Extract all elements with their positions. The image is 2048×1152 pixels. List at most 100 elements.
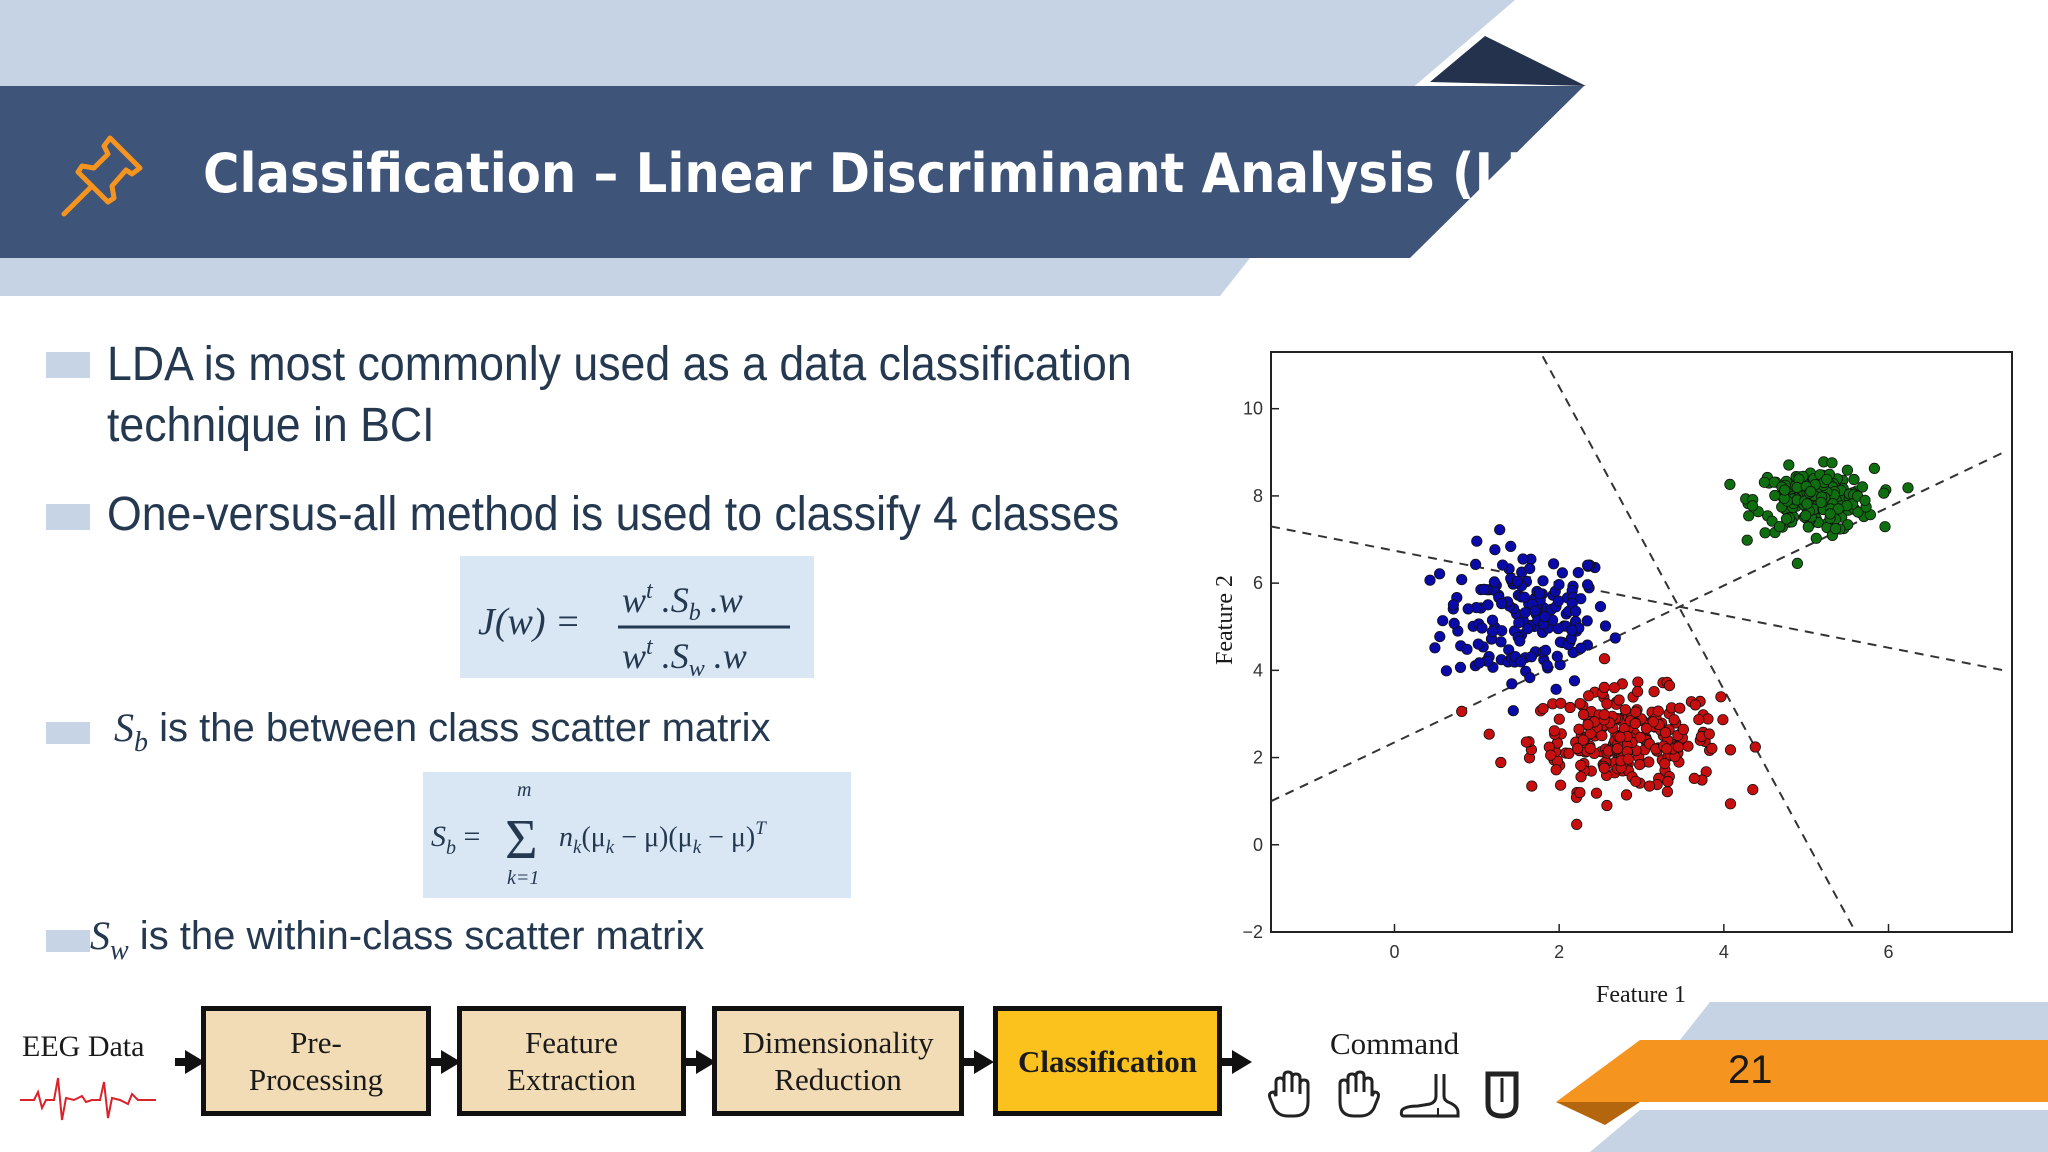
- scatter-point: [1575, 642, 1587, 654]
- scatter-point: [1478, 583, 1490, 595]
- scatter-point: [1613, 694, 1625, 706]
- sw-symbol: S: [90, 913, 110, 958]
- scatter-point: [1505, 540, 1517, 552]
- step-preprocessing: Pre- Processing: [201, 1006, 431, 1116]
- scatter-point: [1747, 783, 1759, 796]
- scatter-point: [1594, 600, 1607, 613]
- scatter-point: [1746, 500, 1759, 512]
- scatter-point: [1566, 624, 1578, 636]
- flow-arrow: [185, 1050, 205, 1074]
- scatter-point: [1547, 558, 1560, 570]
- bullet-1-line-1: LDA is most commonly used as a data clas…: [107, 338, 1132, 391]
- scatter-point: [1832, 503, 1844, 515]
- scatter-point: [1766, 515, 1778, 527]
- scatter-point: [1659, 757, 1671, 770]
- scatter-point: [1868, 462, 1881, 474]
- scatter-point: [1614, 731, 1626, 743]
- scatter-point: [1550, 764, 1562, 776]
- eeg-data-label: EEG Data: [22, 1030, 145, 1063]
- scatter-point: [1520, 736, 1532, 748]
- command-label: Command: [1330, 1026, 1460, 1061]
- scatter-point: [1815, 496, 1827, 508]
- scatter-point: [1643, 756, 1655, 768]
- scatter-point: [1539, 644, 1552, 656]
- scatter-point: [1640, 722, 1652, 734]
- scatter-point: [1643, 780, 1656, 792]
- scatter-point: [1553, 579, 1565, 591]
- scatter-point: [1496, 559, 1509, 571]
- scatter-point: [1608, 682, 1620, 694]
- scatter-point: [1483, 728, 1495, 740]
- scatter-point: [1841, 464, 1854, 476]
- pushpin-icon: [58, 128, 150, 220]
- scatter-point: [1556, 567, 1568, 579]
- scatter-point: [1824, 508, 1836, 520]
- y-tick-label: 8: [1253, 486, 1263, 506]
- scatter-point: [1496, 598, 1508, 610]
- scatter-point: [1582, 719, 1594, 731]
- scatter-point: [1622, 753, 1634, 765]
- scatter-point: [1440, 665, 1452, 677]
- y-axis-label: Feature 2: [1212, 575, 1238, 665]
- scatter-point: [1552, 623, 1564, 635]
- scatter-point: [1537, 702, 1549, 715]
- scatter-point: [1800, 510, 1812, 522]
- scatter-point: [1852, 506, 1864, 518]
- scatter-point: [1759, 527, 1771, 539]
- bullet-2-text: One-versus-all method is used to classif…: [107, 488, 1120, 541]
- scatter-point: [1749, 741, 1761, 753]
- page-number: 21: [1728, 1048, 1773, 1092]
- scatter-point: [1541, 659, 1553, 671]
- lda-scatter-chart: 0 2 4 6 −2 0 2 4 6 8 10 Feature 1 Feature 2: [1212, 351, 2013, 1008]
- scatter-point: [1494, 524, 1506, 536]
- scatter-point: [1496, 625, 1508, 637]
- eeg-wave-icon: [20, 1077, 156, 1121]
- scatter-point: [1568, 675, 1581, 687]
- scatter-point: [1526, 780, 1538, 792]
- scatter-point: [1780, 513, 1793, 525]
- scatter-point: [1495, 756, 1507, 769]
- scatter-point: [1524, 671, 1536, 684]
- scatter-point: [1859, 494, 1871, 506]
- scatter-point: [1805, 485, 1817, 498]
- scatter-point: [1573, 723, 1585, 735]
- y-tick-label: 2: [1253, 748, 1263, 768]
- y-tick-label: 6: [1253, 573, 1263, 593]
- page-title: Classification – Linear Discriminant Ana…: [203, 142, 1609, 205]
- scatter-point: [1514, 635, 1526, 647]
- scatter-point: [1524, 563, 1536, 575]
- scatter-point: [1662, 775, 1674, 788]
- svg-text:wt .Sb .w: wt .Sb .w: [622, 578, 743, 626]
- step-classification: Classification: [993, 1006, 1222, 1116]
- scatter-point: [1581, 579, 1594, 591]
- scatter-point: [1672, 741, 1684, 753]
- scatter-point: [1609, 632, 1621, 644]
- scatter-point: [1429, 642, 1441, 654]
- scatter-point: [1437, 615, 1449, 627]
- bullet-4-text: is the within-class scatter matrix: [128, 914, 705, 958]
- scatter-point: [1424, 574, 1436, 586]
- scatter-point: [1584, 742, 1596, 755]
- scatter-point: [1598, 762, 1610, 774]
- scatter-point: [1632, 676, 1644, 688]
- scatter-point: [1902, 482, 1914, 494]
- scatter-point: [1663, 679, 1676, 692]
- scatter-point: [1473, 657, 1485, 669]
- scatter-point: [1563, 747, 1575, 759]
- scatter-point: [1462, 603, 1474, 615]
- scatter-point: [1634, 731, 1646, 743]
- scatter-point: [1648, 685, 1660, 698]
- sb-symbol: S: [114, 705, 134, 750]
- scatter-point: [1572, 567, 1584, 579]
- scatter-point: [1525, 651, 1537, 663]
- scatter-point: [1801, 498, 1813, 510]
- scatter-point: [1741, 534, 1753, 546]
- scatter-point: [1581, 615, 1593, 627]
- scatter-point: [1599, 620, 1612, 632]
- bullet-marker: [46, 504, 90, 530]
- scatter-point: [1447, 599, 1459, 611]
- scatter-point: [1779, 484, 1791, 496]
- scatter-point: [1551, 650, 1563, 662]
- svg-text:wt .Sw .w: wt .Sw .w: [622, 634, 747, 678]
